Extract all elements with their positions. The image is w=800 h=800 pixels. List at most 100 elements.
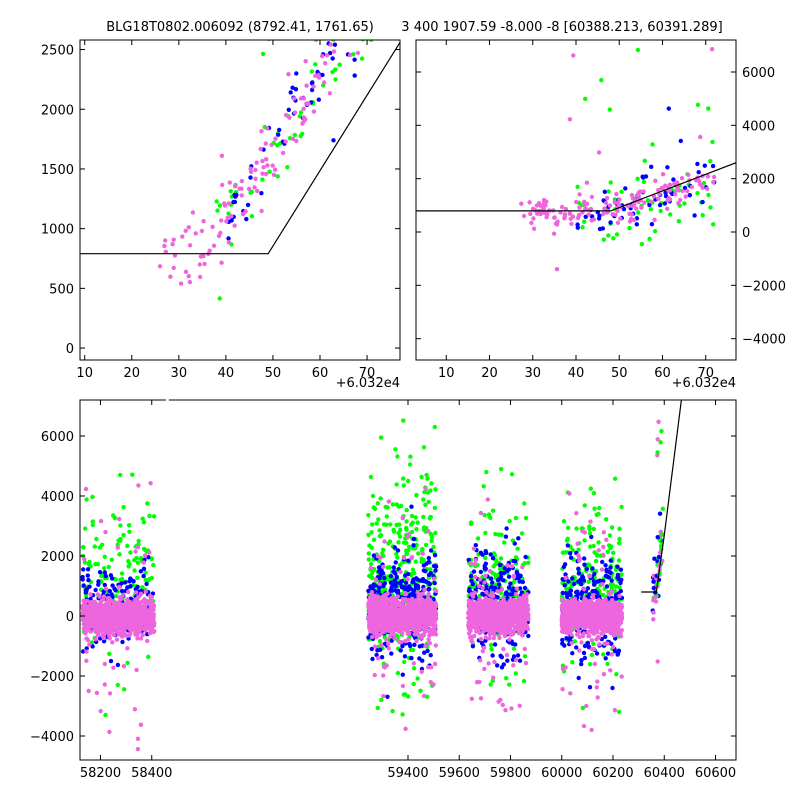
- full-point-blue: [490, 653, 495, 658]
- full-point-green: [423, 502, 428, 507]
- zoom-right-point: [531, 226, 537, 231]
- full-point-blue: [101, 639, 107, 644]
- full-point-green: [425, 490, 431, 495]
- full-point-green: [498, 466, 504, 472]
- full-point-green: [126, 523, 132, 528]
- full-point-green: [475, 536, 481, 541]
- zoom-right-ytick-label: −4000: [742, 333, 786, 348]
- full-point-pink: [132, 707, 138, 712]
- zoom-right-point: [679, 176, 685, 181]
- full-point-green: [561, 519, 567, 524]
- zoom-right-point: [672, 181, 677, 187]
- full-point-pink: [426, 528, 431, 534]
- zoom-right-point: [607, 203, 613, 208]
- full-point-green: [146, 654, 151, 659]
- full-point-pink: [102, 661, 108, 667]
- full-point-pink: [484, 627, 489, 633]
- full-point-pink: [519, 632, 525, 638]
- full-point-pink: [395, 594, 400, 599]
- full-point-pink: [391, 631, 396, 637]
- full-point-pink: [390, 602, 396, 608]
- full-point-blue: [403, 573, 408, 578]
- full-point-pink: [144, 625, 149, 631]
- full-point-blue: [498, 653, 503, 658]
- full-point-green: [90, 494, 95, 500]
- full-point-pink: [418, 596, 423, 601]
- zoom-right-ytick-label: 4000: [742, 119, 775, 134]
- full-point-green: [117, 552, 122, 557]
- full-point-pink: [471, 546, 477, 551]
- full-point-pink: [120, 593, 125, 599]
- zoom-left-point: [202, 261, 207, 267]
- zoom-right-point: [562, 213, 568, 219]
- full-point-pink: [379, 601, 384, 606]
- full-point-green: [396, 530, 401, 536]
- full-point-pink: [416, 624, 421, 629]
- full-point-green: [118, 536, 123, 542]
- zoom-left-point: [243, 209, 248, 214]
- full-point-blue: [84, 588, 89, 593]
- full-point-blue: [376, 565, 382, 570]
- full-point-pink: [481, 645, 487, 650]
- full-point-pink: [433, 643, 438, 648]
- full-point-green: [522, 654, 528, 659]
- zoom-right-point: [580, 225, 585, 230]
- full-point-pink: [147, 550, 152, 555]
- full-point-blue: [515, 653, 521, 658]
- full-point-pink: [427, 641, 432, 646]
- full-point-blue: [368, 584, 373, 590]
- zoom-right-point: [527, 200, 532, 205]
- zoom-left-xtick-label: 20: [123, 366, 140, 381]
- full-point-pink: [400, 683, 406, 689]
- zoom-left-point: [327, 91, 333, 96]
- full-point-blue: [403, 580, 409, 585]
- full-point-pink: [371, 627, 376, 633]
- full-point-pink: [496, 610, 501, 615]
- full-point-green: [484, 469, 489, 475]
- full-point-blue: [379, 655, 385, 660]
- full-point-pink: [398, 601, 403, 607]
- zoom-left-point: [275, 143, 280, 148]
- zoom-left-xtick-label: 10: [76, 366, 93, 381]
- zoom-left-point: [253, 167, 258, 173]
- full-point-blue: [85, 573, 91, 578]
- full-point-pink: [103, 586, 109, 591]
- full-point-pink: [511, 597, 517, 603]
- full-point-green: [370, 570, 375, 576]
- full-point-pink: [477, 679, 482, 685]
- full-point-pink: [504, 652, 510, 658]
- full-point-pink: [496, 619, 501, 624]
- full-point-green: [513, 515, 519, 521]
- zoom-left-point: [291, 96, 297, 101]
- zoom-right-point: [698, 182, 704, 187]
- zoom-right-point: [606, 189, 611, 194]
- zoom-right-point: [695, 161, 700, 167]
- full-point-blue: [482, 566, 487, 571]
- zoom-right-point: [650, 142, 655, 147]
- zoom-right-point: [641, 179, 647, 184]
- full-point-blue: [518, 573, 523, 578]
- zoom-left-point: [298, 133, 303, 139]
- full-point-pink: [511, 573, 517, 579]
- full-point-pink: [103, 529, 108, 535]
- full-point-green: [103, 712, 108, 718]
- zoom-right-point: [614, 232, 620, 237]
- full-point-green: [428, 514, 433, 520]
- full-point-green: [493, 531, 498, 537]
- full-point-green: [394, 522, 399, 528]
- full-point-pink: [133, 590, 139, 595]
- full-point-pink: [483, 573, 488, 578]
- full-point-green: [384, 514, 389, 519]
- zoom-left-point: [211, 243, 217, 248]
- full-point-green: [394, 482, 399, 487]
- zoom-right-point: [615, 220, 621, 225]
- full-point-blue: [397, 580, 403, 586]
- zoom-right-point: [682, 185, 688, 191]
- full-point-pink: [509, 706, 514, 711]
- full-point-pink: [482, 666, 487, 672]
- zoom-right-point: [692, 213, 697, 218]
- zoom-left-point: [330, 56, 335, 61]
- full-point-blue: [427, 586, 432, 592]
- full-point-green: [101, 566, 107, 571]
